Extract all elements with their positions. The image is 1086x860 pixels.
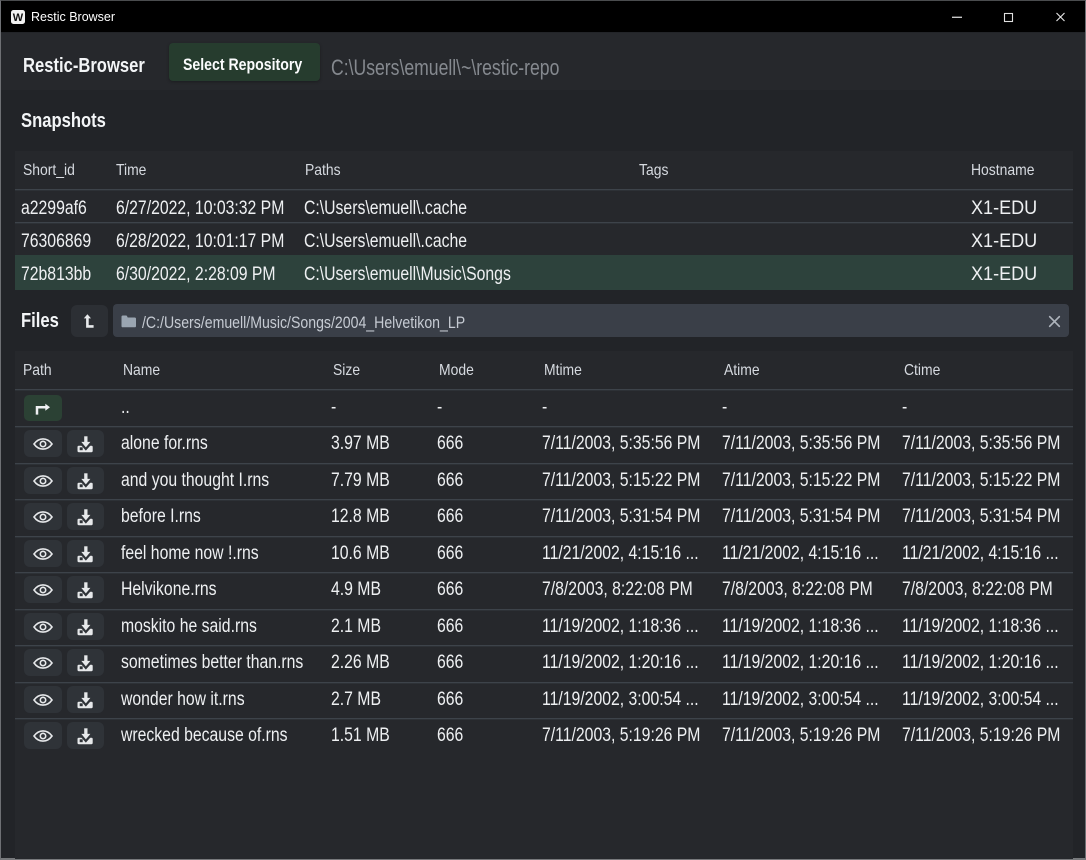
svg-text:W: W <box>13 12 24 24</box>
